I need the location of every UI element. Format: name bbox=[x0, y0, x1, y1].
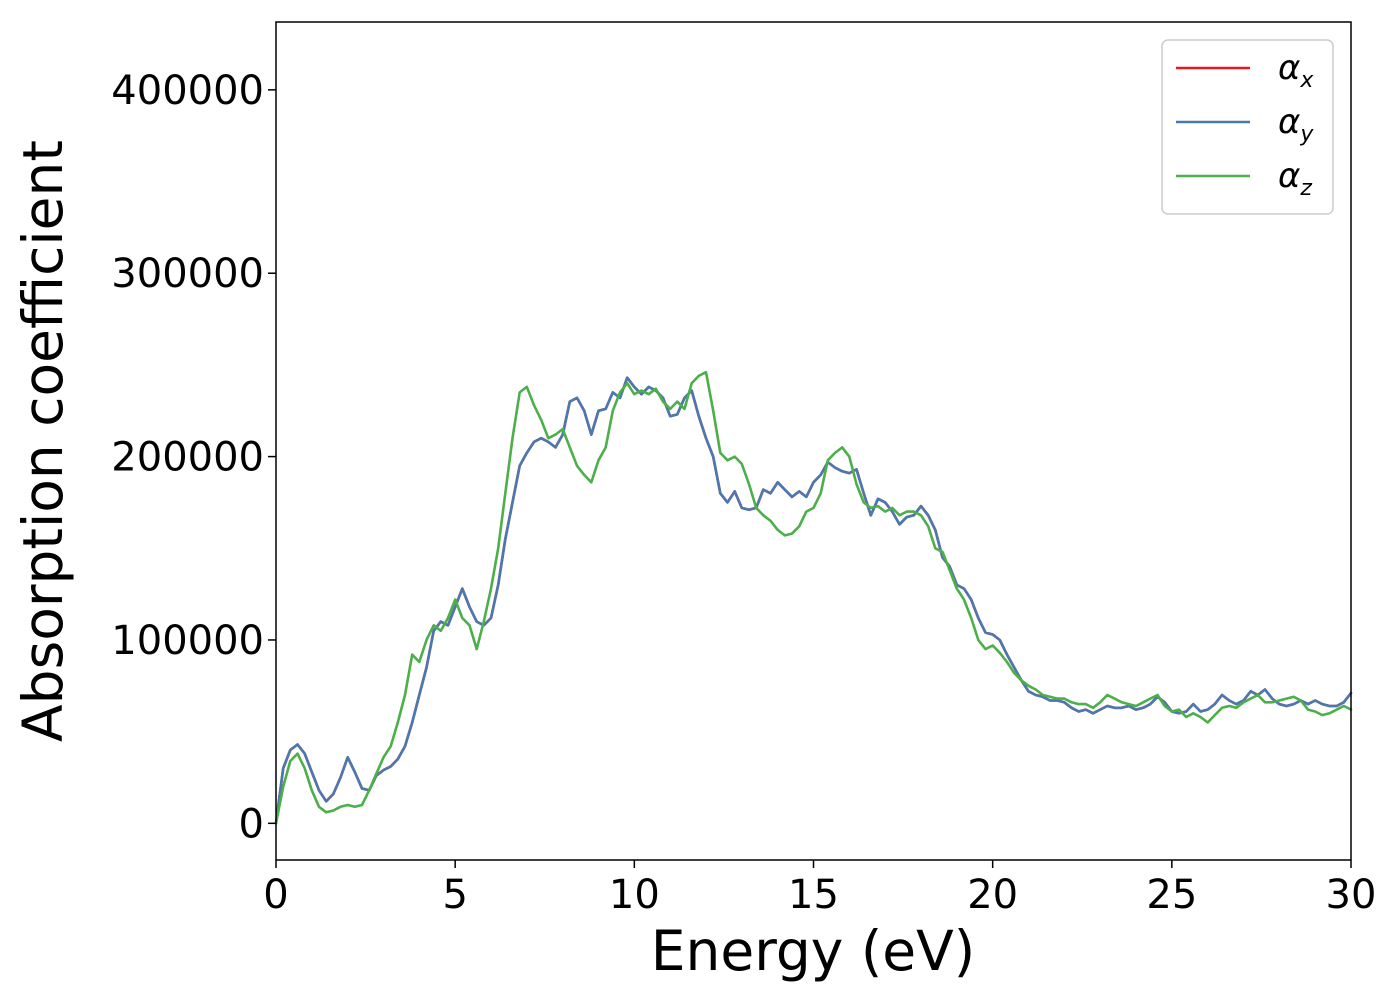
legend-subscript: y bbox=[1299, 122, 1314, 147]
plot-layer bbox=[274, 370, 1353, 825]
legend-symbol: α bbox=[1278, 102, 1300, 142]
series-line-z bbox=[274, 370, 1353, 825]
legend-box bbox=[1161, 39, 1334, 215]
series-line-x bbox=[274, 376, 1353, 825]
legend-label-z: αz bbox=[1278, 156, 1312, 201]
x-tick-label: 20 bbox=[967, 872, 1018, 918]
legend-subscript: x bbox=[1299, 68, 1314, 93]
legend-symbol: α bbox=[1278, 48, 1300, 88]
x-axis-title: Energy (eV) bbox=[651, 919, 975, 983]
series-line-y bbox=[274, 376, 1353, 825]
tick-layer: 0 5 10 15 20 25 30 0 100000 200000 300000 400000 bbox=[111, 68, 1376, 918]
legend-subscript: z bbox=[1299, 176, 1312, 201]
x-tick-label: 15 bbox=[788, 872, 839, 918]
legend-label-y: αy bbox=[1278, 102, 1314, 147]
y-tick-label: 0 bbox=[239, 801, 264, 847]
y-tick-label: 300000 bbox=[111, 251, 264, 297]
plot-frame bbox=[275, 21, 1352, 861]
y-tick-label: 200000 bbox=[111, 435, 264, 481]
legend-symbol: α bbox=[1278, 156, 1300, 196]
legend-label-x: αx bbox=[1278, 48, 1314, 93]
y-axis-title: Absorption coefficient bbox=[11, 140, 75, 742]
x-tick-label: 0 bbox=[263, 872, 288, 918]
x-tick-label: 10 bbox=[609, 872, 660, 918]
x-tick-label: 5 bbox=[442, 872, 467, 918]
y-tick-label: 100000 bbox=[111, 618, 264, 664]
y-tick-label: 400000 bbox=[111, 68, 264, 114]
x-tick-label: 30 bbox=[1326, 872, 1377, 918]
x-tick-label: 25 bbox=[1146, 872, 1197, 918]
